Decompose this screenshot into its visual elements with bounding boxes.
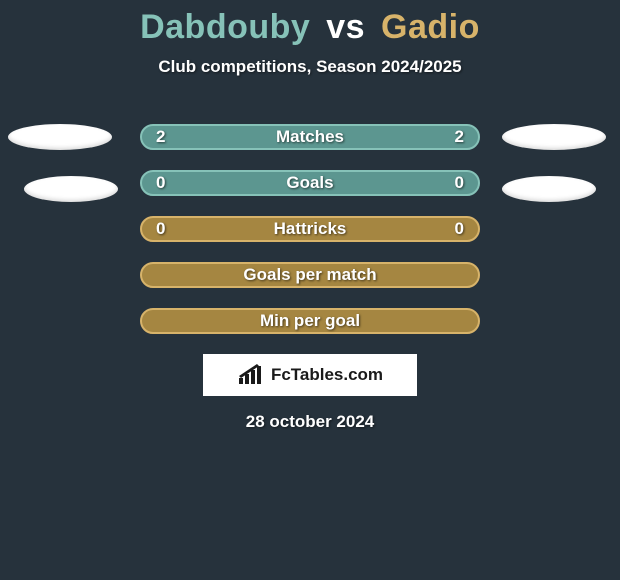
bar-chart-icon [237,364,265,386]
subtitle: Club competitions, Season 2024/2025 [0,57,620,77]
title-player1: Dabdouby [140,8,310,46]
stat-label: Goals [286,173,333,193]
brand-text: FcTables.com [271,365,383,385]
stat-value-right: 2 [455,127,464,147]
page-title: Dabdouby vs Gadio [0,0,620,47]
stat-value-left: 2 [156,127,165,147]
title-player2: Gadio [381,8,480,46]
brand-link[interactable]: FcTables.com [203,354,417,396]
stat-row: 0 Hattricks 0 [140,216,480,242]
stat-value-right: 0 [455,219,464,239]
stat-row: Goals per match [140,262,480,288]
stat-value-left: 0 [156,173,165,193]
title-vs: vs [326,8,365,46]
date-text: 28 october 2024 [0,412,620,432]
stats-container: 2 Matches 2 0 Goals 0 0 Hattricks 0 Goals per mat… [0,124,620,354]
stat-label: Min per goal [260,311,360,331]
stat-row: 2 Matches 2 [140,124,480,150]
stat-label: Matches [276,127,344,147]
stat-row: 0 Goals 0 [140,170,480,196]
stat-value-left: 0 [156,219,165,239]
stat-row: Min per goal [140,308,480,334]
stat-value-right: 0 [455,173,464,193]
stat-label: Hattricks [274,219,347,239]
stat-label: Goals per match [243,265,376,285]
